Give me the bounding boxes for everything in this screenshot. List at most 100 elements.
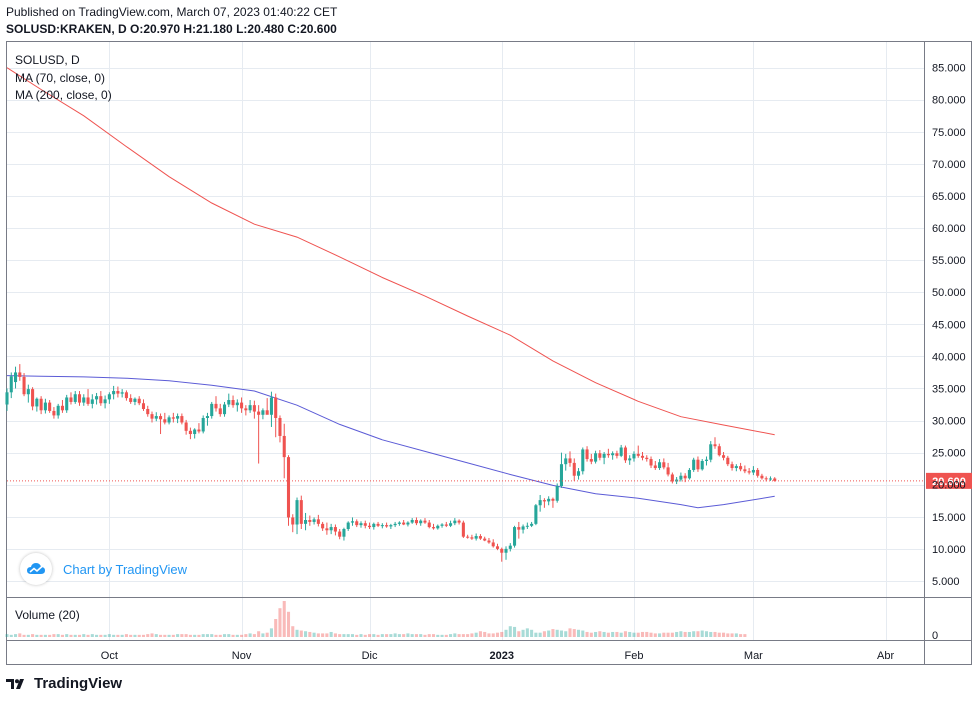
tradingview-watermark[interactable]: Chart by TradingView	[20, 553, 187, 585]
candle-body	[201, 417, 205, 432]
candle-body	[210, 403, 214, 417]
volume-bar	[653, 633, 657, 637]
candle-body	[116, 391, 120, 394]
volume-bar	[338, 634, 342, 637]
volume-bar	[568, 628, 572, 637]
candle-body	[547, 498, 551, 502]
price-tick-label: 5.000	[932, 576, 960, 588]
volume-bar	[350, 634, 355, 637]
volume-bar	[692, 631, 696, 637]
candle-body	[692, 459, 696, 470]
volume-bar	[585, 631, 589, 637]
volume-bar	[410, 634, 414, 637]
volume-bar	[576, 629, 581, 637]
volume-bar	[193, 634, 197, 637]
volume-bar	[440, 634, 444, 637]
volume-bar	[129, 634, 133, 637]
candle-body	[709, 444, 713, 460]
volume-bar	[722, 632, 726, 637]
volume-bar	[589, 632, 593, 637]
candle-body	[436, 525, 440, 529]
volume-bar	[269, 628, 273, 637]
price-tick-label: 80.000	[932, 95, 966, 107]
ma70-line	[6, 375, 775, 509]
price-tick-label: 75.000	[932, 127, 966, 139]
candle-body	[129, 398, 133, 402]
volume-bar	[278, 608, 282, 637]
candle-body	[346, 522, 350, 529]
tradingview-footer-logo[interactable]: TradingView	[6, 675, 122, 692]
candle-body	[171, 417, 175, 419]
volume-bar	[22, 634, 26, 637]
volume-bar	[431, 634, 436, 637]
candle-body	[551, 498, 555, 501]
candle-body	[402, 522, 406, 525]
volume-bar	[95, 634, 99, 637]
volume-bar	[470, 633, 474, 637]
volume-bar	[244, 634, 248, 637]
volume-bar	[572, 629, 576, 637]
price-tick-label: 85.000	[932, 63, 966, 75]
volume-bar	[201, 634, 205, 637]
candle-body	[150, 414, 154, 419]
volume-bar	[542, 631, 546, 637]
volume-bar	[726, 633, 730, 637]
candle-body	[756, 469, 760, 476]
time-axis-labels: Oct Nov Dic 2023 Feb Mar Abr	[101, 650, 895, 662]
volume-bar	[483, 631, 487, 637]
candle-body	[645, 457, 649, 460]
candle-body	[764, 478, 768, 480]
candle-body	[159, 416, 163, 420]
time-tick-label: Abr	[877, 650, 894, 662]
volume-bar	[73, 634, 77, 637]
candle-body	[513, 527, 517, 546]
volume-bar	[231, 634, 235, 637]
legend-symbol: SOLUSD, D	[15, 53, 80, 67]
volume-bar	[611, 631, 615, 637]
price-tick-label: 10.000	[932, 544, 966, 556]
volume-bar	[5, 634, 9, 637]
candle-body	[555, 486, 559, 501]
candle-body	[397, 522, 401, 524]
candle-body	[214, 403, 218, 409]
candle-body	[329, 527, 333, 531]
volume-bar	[248, 633, 252, 637]
volume-bar	[325, 633, 329, 637]
volume-bars	[5, 601, 747, 637]
volume-bar	[154, 634, 158, 637]
candle-body	[410, 520, 414, 523]
price-tick-label: 45.000	[932, 319, 966, 331]
candle-body	[295, 500, 299, 525]
volume-bar	[734, 633, 738, 637]
candle-body	[244, 408, 248, 411]
volume-bar	[385, 634, 389, 637]
volume-bar	[380, 634, 384, 637]
watermark-text: Chart by TradingView	[63, 561, 188, 577]
last-price-badge	[926, 472, 972, 489]
candle-body	[487, 540, 491, 543]
volume-bar	[436, 634, 440, 637]
volume-bar	[210, 634, 214, 637]
candle-body	[470, 537, 474, 539]
volume-bar	[606, 632, 610, 637]
candle-body	[376, 523, 380, 526]
candle-body	[521, 526, 525, 530]
candle-body	[13, 372, 18, 383]
time-tick-label: Nov	[232, 650, 252, 662]
price-axis-labels: 5.000 10.000 15.000 20.000 25.000 30.000 35.00…	[932, 63, 966, 588]
volume-bar	[52, 634, 56, 637]
footer-brand-text: TradingView	[34, 675, 123, 692]
candle-body	[231, 400, 235, 406]
volume-bar	[406, 633, 410, 637]
volume-bar	[687, 631, 691, 637]
volume-bar	[184, 634, 188, 637]
volume-bar	[261, 633, 265, 637]
candle-body	[726, 457, 730, 465]
volume-bar	[397, 634, 401, 637]
candle-body	[261, 410, 265, 415]
volume-bar	[363, 634, 367, 637]
candle-body	[350, 521, 355, 523]
volume-bar	[730, 633, 734, 637]
candle-body	[60, 405, 64, 411]
